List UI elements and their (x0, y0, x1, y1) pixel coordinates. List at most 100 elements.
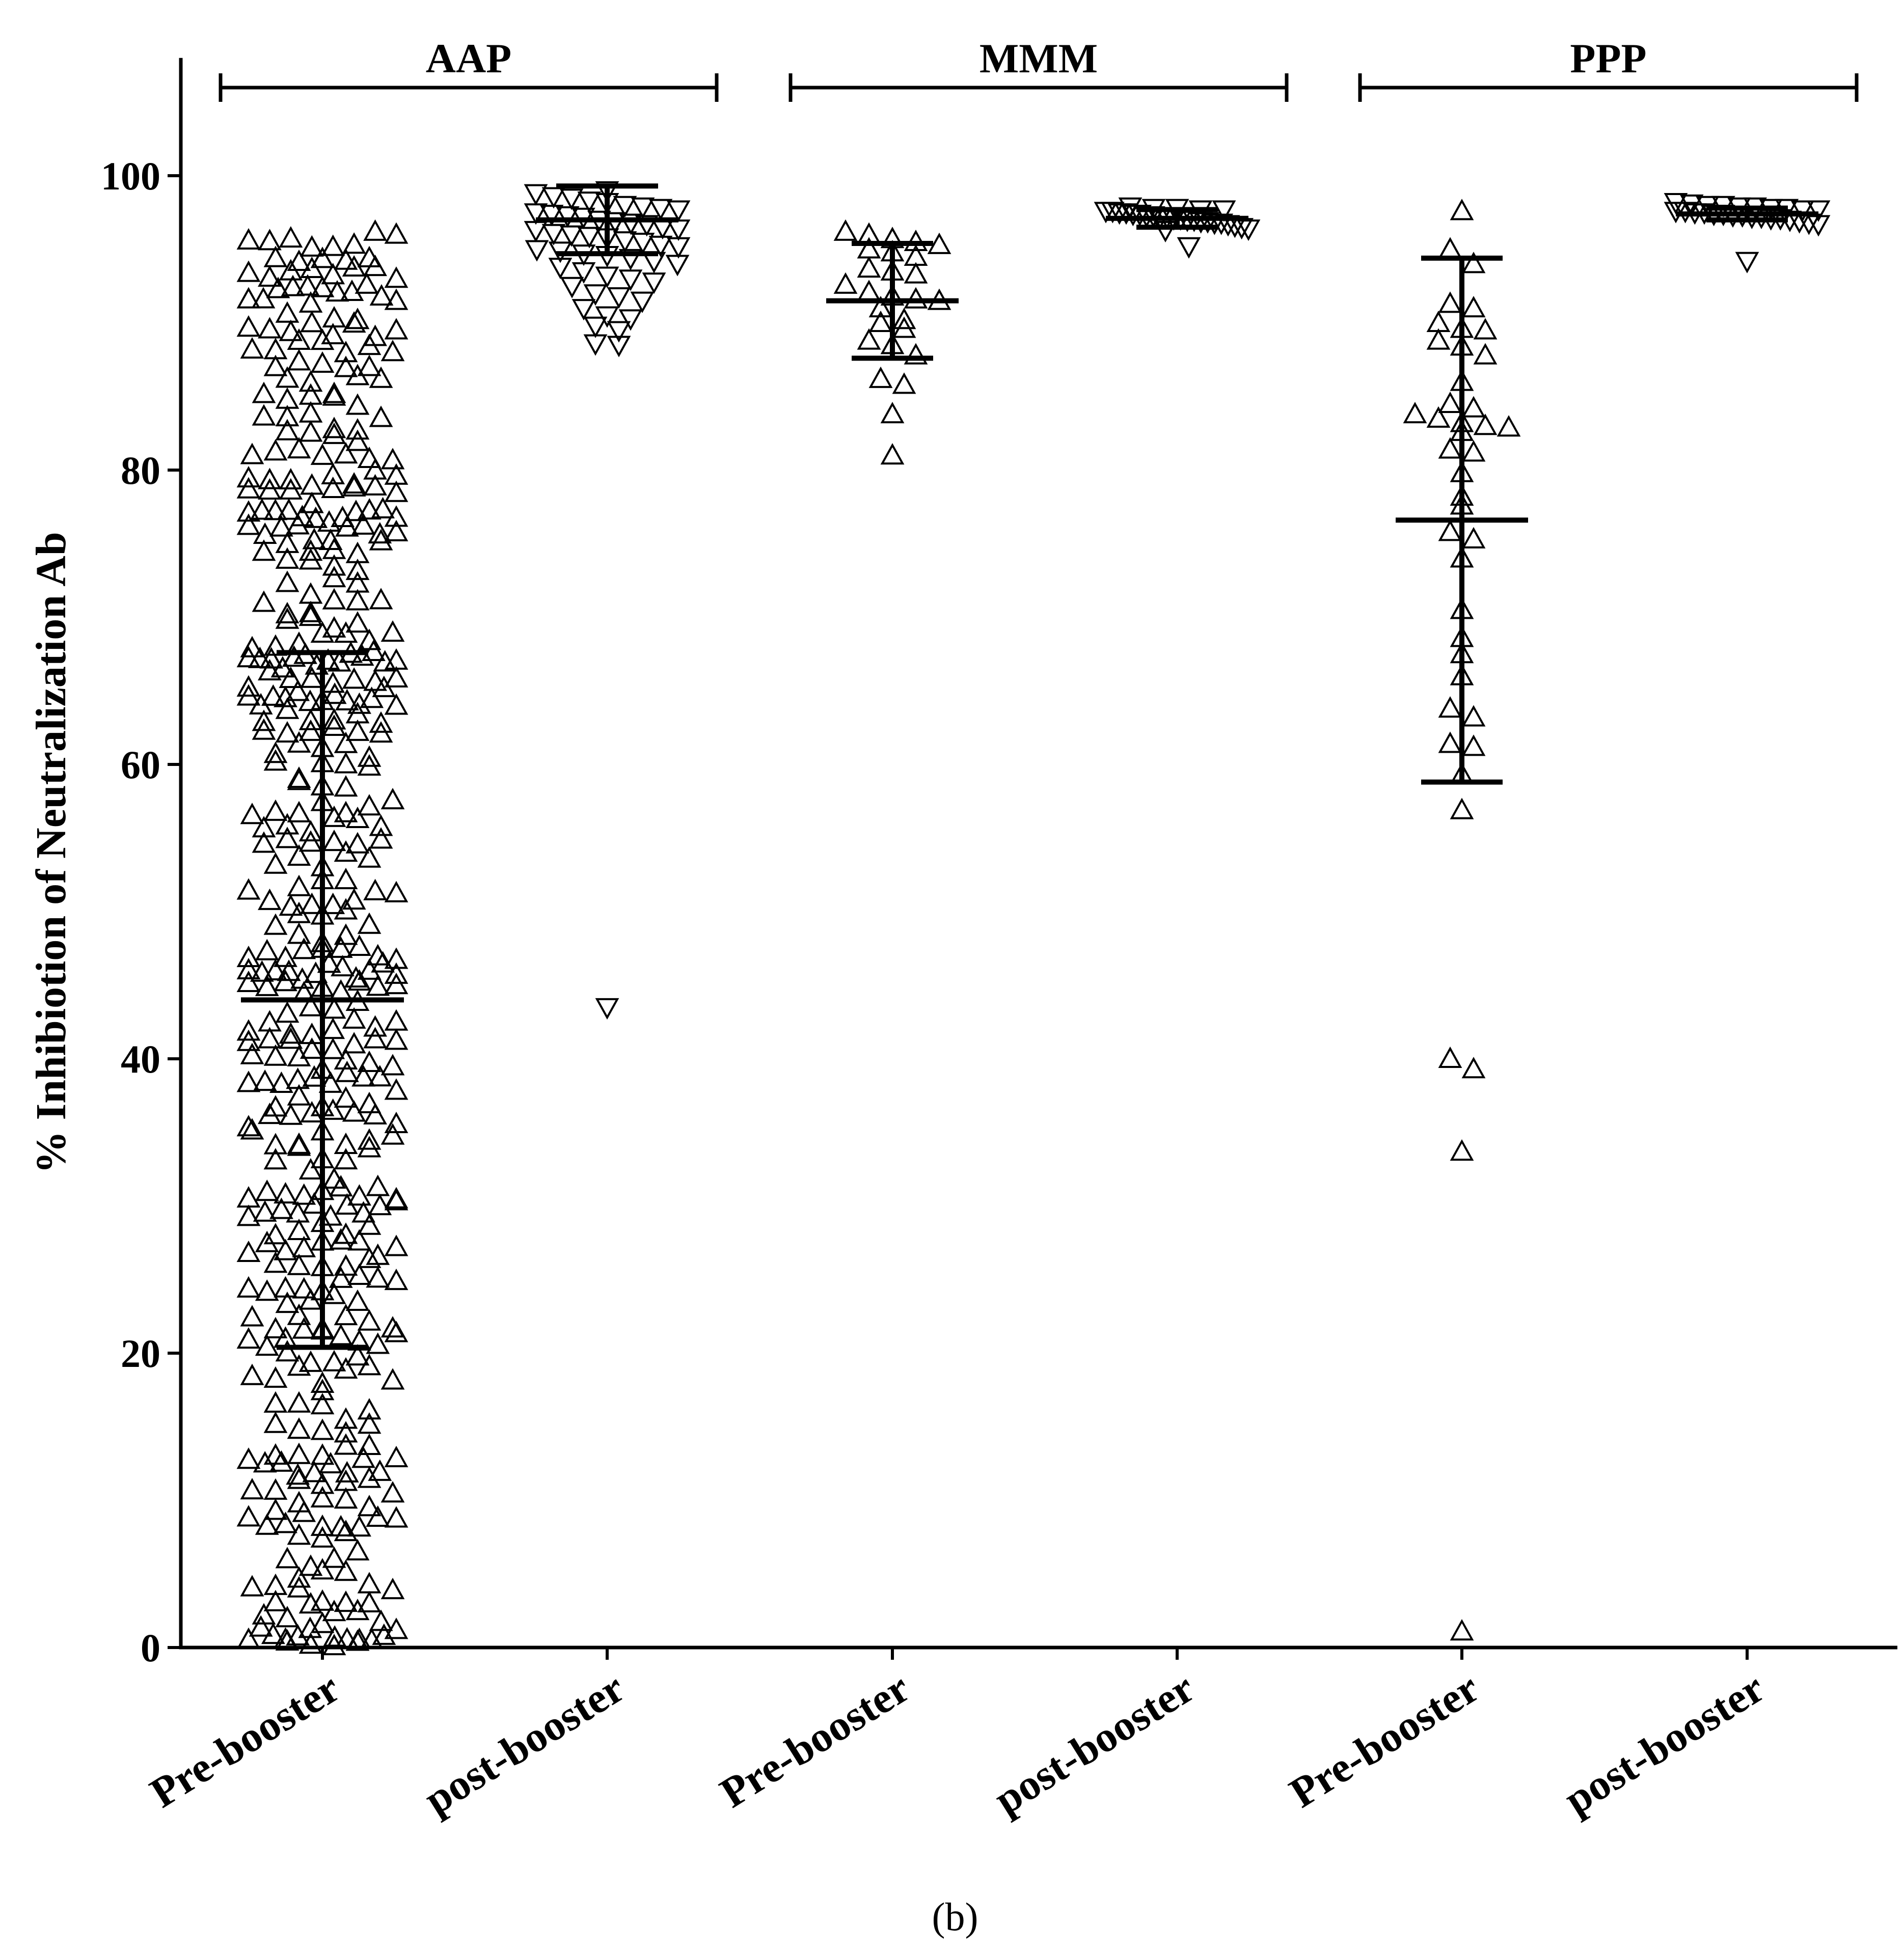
data-point (347, 969, 371, 991)
data-point (279, 319, 303, 341)
data-point (357, 846, 382, 868)
data-point (266, 277, 290, 298)
data-point (334, 621, 358, 643)
data-point (577, 227, 602, 249)
data-point (345, 558, 370, 580)
data-point (287, 874, 311, 896)
data-point (345, 571, 370, 593)
data-point (366, 1266, 390, 1288)
data-point (350, 644, 374, 666)
data-point (287, 349, 311, 371)
data-point (384, 973, 409, 995)
data-point (363, 474, 387, 496)
data-point (321, 1037, 345, 1059)
data-point (666, 237, 691, 259)
data-point (357, 912, 382, 934)
data-point (334, 923, 358, 945)
data-point (368, 522, 392, 544)
data-point (325, 280, 349, 302)
data-point (357, 1091, 382, 1113)
data-point (263, 799, 288, 821)
data-point (310, 443, 335, 465)
data-point (298, 830, 323, 852)
data-point (541, 224, 566, 245)
data-point (263, 499, 288, 520)
data-point (310, 1514, 335, 1536)
data-point (384, 962, 409, 984)
data-point (322, 554, 346, 576)
data-point (263, 1316, 288, 1338)
data-point (345, 611, 370, 633)
data-point (274, 1182, 297, 1204)
data-point (360, 687, 384, 708)
data-point (252, 590, 276, 612)
data-point (369, 827, 393, 849)
data-point (342, 475, 366, 497)
data-point (363, 879, 387, 900)
data-point (329, 1266, 353, 1288)
group-bracket (219, 73, 719, 102)
data-point (287, 801, 311, 822)
data-point (274, 945, 297, 967)
data-point (1461, 705, 1486, 727)
data-point (351, 1065, 375, 1087)
data-point (298, 420, 323, 442)
data-point (321, 671, 345, 693)
data-point (274, 1512, 297, 1533)
data-point (334, 731, 358, 753)
data-point (369, 366, 393, 388)
group-label: MMM (980, 35, 1098, 81)
data-point (279, 1027, 303, 1049)
data-point (252, 539, 276, 561)
data-point (322, 306, 346, 327)
data-point (1153, 221, 1178, 243)
data-point (927, 232, 951, 254)
data-point (240, 1363, 264, 1385)
data-point (287, 1303, 311, 1325)
data-point (334, 1357, 358, 1379)
data-point (595, 306, 619, 328)
data-point (1497, 415, 1521, 437)
data-point (287, 1391, 311, 1413)
data-point (255, 1334, 279, 1356)
data-point (287, 844, 311, 866)
data-point (1461, 527, 1486, 548)
data-point (263, 1391, 288, 1413)
data-point (240, 443, 264, 464)
data-point (253, 1200, 277, 1222)
data-point (366, 1332, 390, 1354)
y-tick-label: 60 (121, 743, 160, 787)
data-point (369, 405, 393, 427)
data-point (269, 1450, 293, 1472)
data-point (322, 565, 346, 588)
data-point (560, 277, 584, 298)
data-point (258, 1027, 282, 1049)
data-point (279, 666, 303, 688)
data-point (300, 235, 324, 257)
data-point (298, 291, 323, 313)
data-point (295, 274, 320, 296)
data-point (263, 1411, 288, 1433)
group-label: AAP (426, 35, 512, 81)
data-point (275, 1629, 300, 1651)
data-point (555, 206, 580, 228)
data-point (292, 1500, 316, 1522)
data-point (384, 1189, 409, 1211)
data-point (287, 328, 311, 350)
data-point (269, 515, 293, 537)
data-point (275, 607, 300, 629)
data-point (347, 1515, 371, 1537)
data-point (363, 1103, 387, 1124)
data-point (904, 343, 928, 365)
data-point (384, 1269, 409, 1291)
data-point (1790, 200, 1815, 222)
data-point (369, 529, 393, 551)
data-point (357, 1246, 382, 1268)
data-point (269, 1197, 293, 1219)
data-point (286, 513, 310, 535)
data-point (236, 878, 261, 900)
data-point (255, 1279, 279, 1301)
data-point (322, 682, 347, 704)
data-point (345, 429, 370, 451)
data-point (880, 402, 905, 424)
